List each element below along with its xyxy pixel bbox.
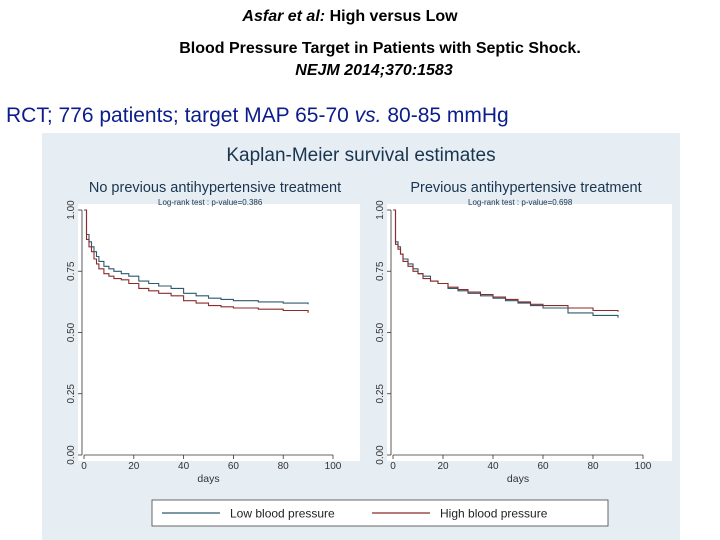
citation-title-line1: Asfar et al: High versus Low — [0, 8, 700, 26]
study-summary: RCT; 776 patients; target MAP 65-70 vs. … — [6, 104, 509, 128]
citation-authors: Asfar et al: — [242, 8, 326, 25]
x-tick-label-2-4: 80 — [587, 461, 599, 472]
panel-title-1: No previous antihypertensive treatment — [89, 180, 341, 196]
y-tick-label-2-2: 0.50 — [375, 322, 386, 342]
panel-title-2: Previous antihypertensive treatment — [410, 180, 641, 196]
study-summary-prefix: RCT; 776 patients; target MAP 65-70 — [6, 104, 349, 127]
x-tick-label-1-3: 60 — [228, 461, 240, 472]
y-tick-label-1-1: 0.25 — [66, 384, 77, 404]
x-tick-label-1-1: 20 — [128, 461, 140, 472]
logrank-label-2: Log-rank test : p-value=0.698 — [468, 198, 573, 207]
legend-label-low: Low blood pressure — [230, 507, 335, 521]
y-tick-label-1-4: 1.00 — [66, 200, 77, 220]
logrank-label-1: Log-rank test : p-value=0.386 — [158, 198, 263, 207]
x-tick-label-1-4: 80 — [278, 461, 290, 472]
km-curve-2-high — [393, 209, 619, 312]
y-tick-label-2-4: 1.00 — [375, 200, 386, 220]
x-tick-label-2-3: 60 — [537, 461, 549, 472]
x-tick-label-2-5: 100 — [635, 461, 652, 472]
legend: Low blood pressure High blood pressure — [151, 499, 609, 527]
plot-area-1 — [78, 204, 360, 461]
y-tick-label-2-3: 0.75 — [375, 261, 386, 281]
km-chart: Kaplan-Meier survival estimates No previ… — [66, 145, 672, 527]
y-tick-label-1-2: 0.50 — [66, 322, 77, 342]
y-tick-label-1-3: 0.75 — [66, 261, 77, 281]
km-curve-1-high — [84, 209, 309, 313]
km-panel-2: Previous antihypertensive treatment Log-r… — [375, 180, 672, 485]
x-tick-label-1-5: 100 — [325, 461, 342, 472]
x-tick-label-1-2: 40 — [178, 461, 190, 472]
x-axis-label-2: days — [507, 473, 529, 485]
y-tick-label-2-0: 0.00 — [375, 445, 386, 465]
plot-area-2 — [387, 204, 672, 461]
y-tick-label-1-0: 0.00 — [66, 445, 77, 465]
citation-title-part1: High versus Low — [329, 8, 458, 25]
x-axis-label-1: days — [197, 473, 219, 485]
km-curve-1-low — [84, 209, 309, 305]
legend-label-high: High blood pressure — [440, 507, 548, 521]
study-summary-suffix: 80-85 mmHg — [387, 104, 509, 127]
chart-title: Kaplan-Meier survival estimates — [226, 145, 495, 166]
km-panel-1: No previous antihypertensive treatment Lo… — [66, 180, 360, 485]
x-tick-label-2-2: 40 — [487, 461, 499, 472]
citation-title-line2: Blood Pressure Target in Patients with S… — [179, 40, 581, 57]
x-tick-label-2-0: 0 — [390, 461, 396, 472]
study-summary-vs: vs. — [354, 104, 382, 127]
x-tick-label-2-1: 20 — [437, 461, 449, 472]
x-tick-label-1-0: 0 — [81, 461, 87, 472]
citation-journal: NEJM 2014;370:1583 — [295, 62, 453, 79]
y-tick-label-2-1: 0.25 — [375, 384, 386, 404]
km-figure-panel: Kaplan-Meier survival estimates No previ… — [42, 133, 680, 540]
